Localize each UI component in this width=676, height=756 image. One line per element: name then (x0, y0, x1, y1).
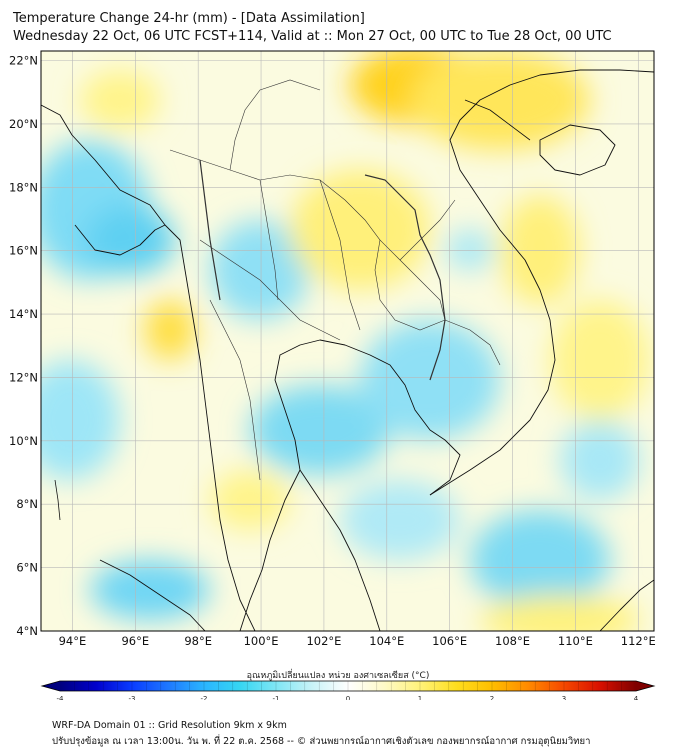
lat-tick-label: 8°N (16, 497, 38, 511)
colorbar-max-extend (636, 681, 654, 691)
longitude-axis: 94°E 96°E 98°E 100°E 102°E 104°E 106°E 108°E 110… (59, 634, 656, 648)
lon-tick-label: 102°E (306, 634, 341, 648)
colorbar-tick-label: 4 (634, 695, 639, 700)
footer-update-info: ปรับปรุงข้อมูล ณ เวลา 13:00น. วัน พ. ที่… (52, 734, 590, 749)
lon-tick-label: 94°E (59, 634, 87, 648)
colorbar: -4 -3 -2 -1 0 1 2 3 4 (42, 681, 654, 700)
lon-tick-label: 100°E (244, 634, 279, 648)
lon-tick-label: 96°E (121, 634, 149, 648)
colorbar-tick-label: 3 (562, 695, 566, 700)
lon-tick-label: 112°E (621, 634, 656, 648)
colorbar-tick-label: 2 (490, 695, 494, 700)
lat-tick-label: 10°N (9, 434, 38, 448)
map-area: 22°N 20°N 18°N 16°N 14°N 12°N 10°N 8°N 6°N 4°N 94… (0, 0, 676, 704)
latitude-axis: 22°N 20°N 18°N 16°N 14°N 12°N 10°N 8°N 6°N 4°N (9, 54, 38, 638)
colorbar-tick-label: 0 (346, 695, 350, 700)
lon-tick-label: 98°E (184, 634, 212, 648)
colorbar-min-extend (42, 681, 60, 691)
lon-tick-label: 104°E (369, 634, 404, 648)
colorbar-label: อุณหภูมิเปลี่ยนแปลง หน่วย องศาเซลเซียส (… (0, 668, 676, 682)
colorbar-tick-label: -3 (129, 695, 136, 700)
lon-tick-label: 106°E (432, 634, 467, 648)
lat-tick-label: 20°N (9, 117, 38, 131)
lat-tick-label: 16°N (9, 244, 38, 258)
lat-tick-label: 22°N (9, 54, 38, 68)
lat-tick-label: 6°N (16, 561, 38, 575)
lat-tick-label: 18°N (9, 180, 38, 194)
lat-tick-label: 4°N (16, 624, 38, 638)
lon-tick-label: 108°E (495, 634, 530, 648)
lon-tick-label: 110°E (558, 634, 593, 648)
colorbar-tick-label: -4 (57, 695, 65, 700)
lat-tick-label: 12°N (9, 370, 38, 384)
temperature-map: 22°N 20°N 18°N 16°N 14°N 12°N 10°N 8°N 6°N 4°N 94… (0, 0, 676, 700)
colorbar-tick-label: -2 (201, 695, 208, 700)
colorbar-tick-label: -1 (273, 695, 280, 700)
lat-tick-label: 14°N (9, 307, 38, 321)
footer-domain-info: WRF-DA Domain 01 :: Grid Resolution 9km … (52, 720, 287, 731)
colorbar-tick-label: 1 (418, 695, 422, 700)
